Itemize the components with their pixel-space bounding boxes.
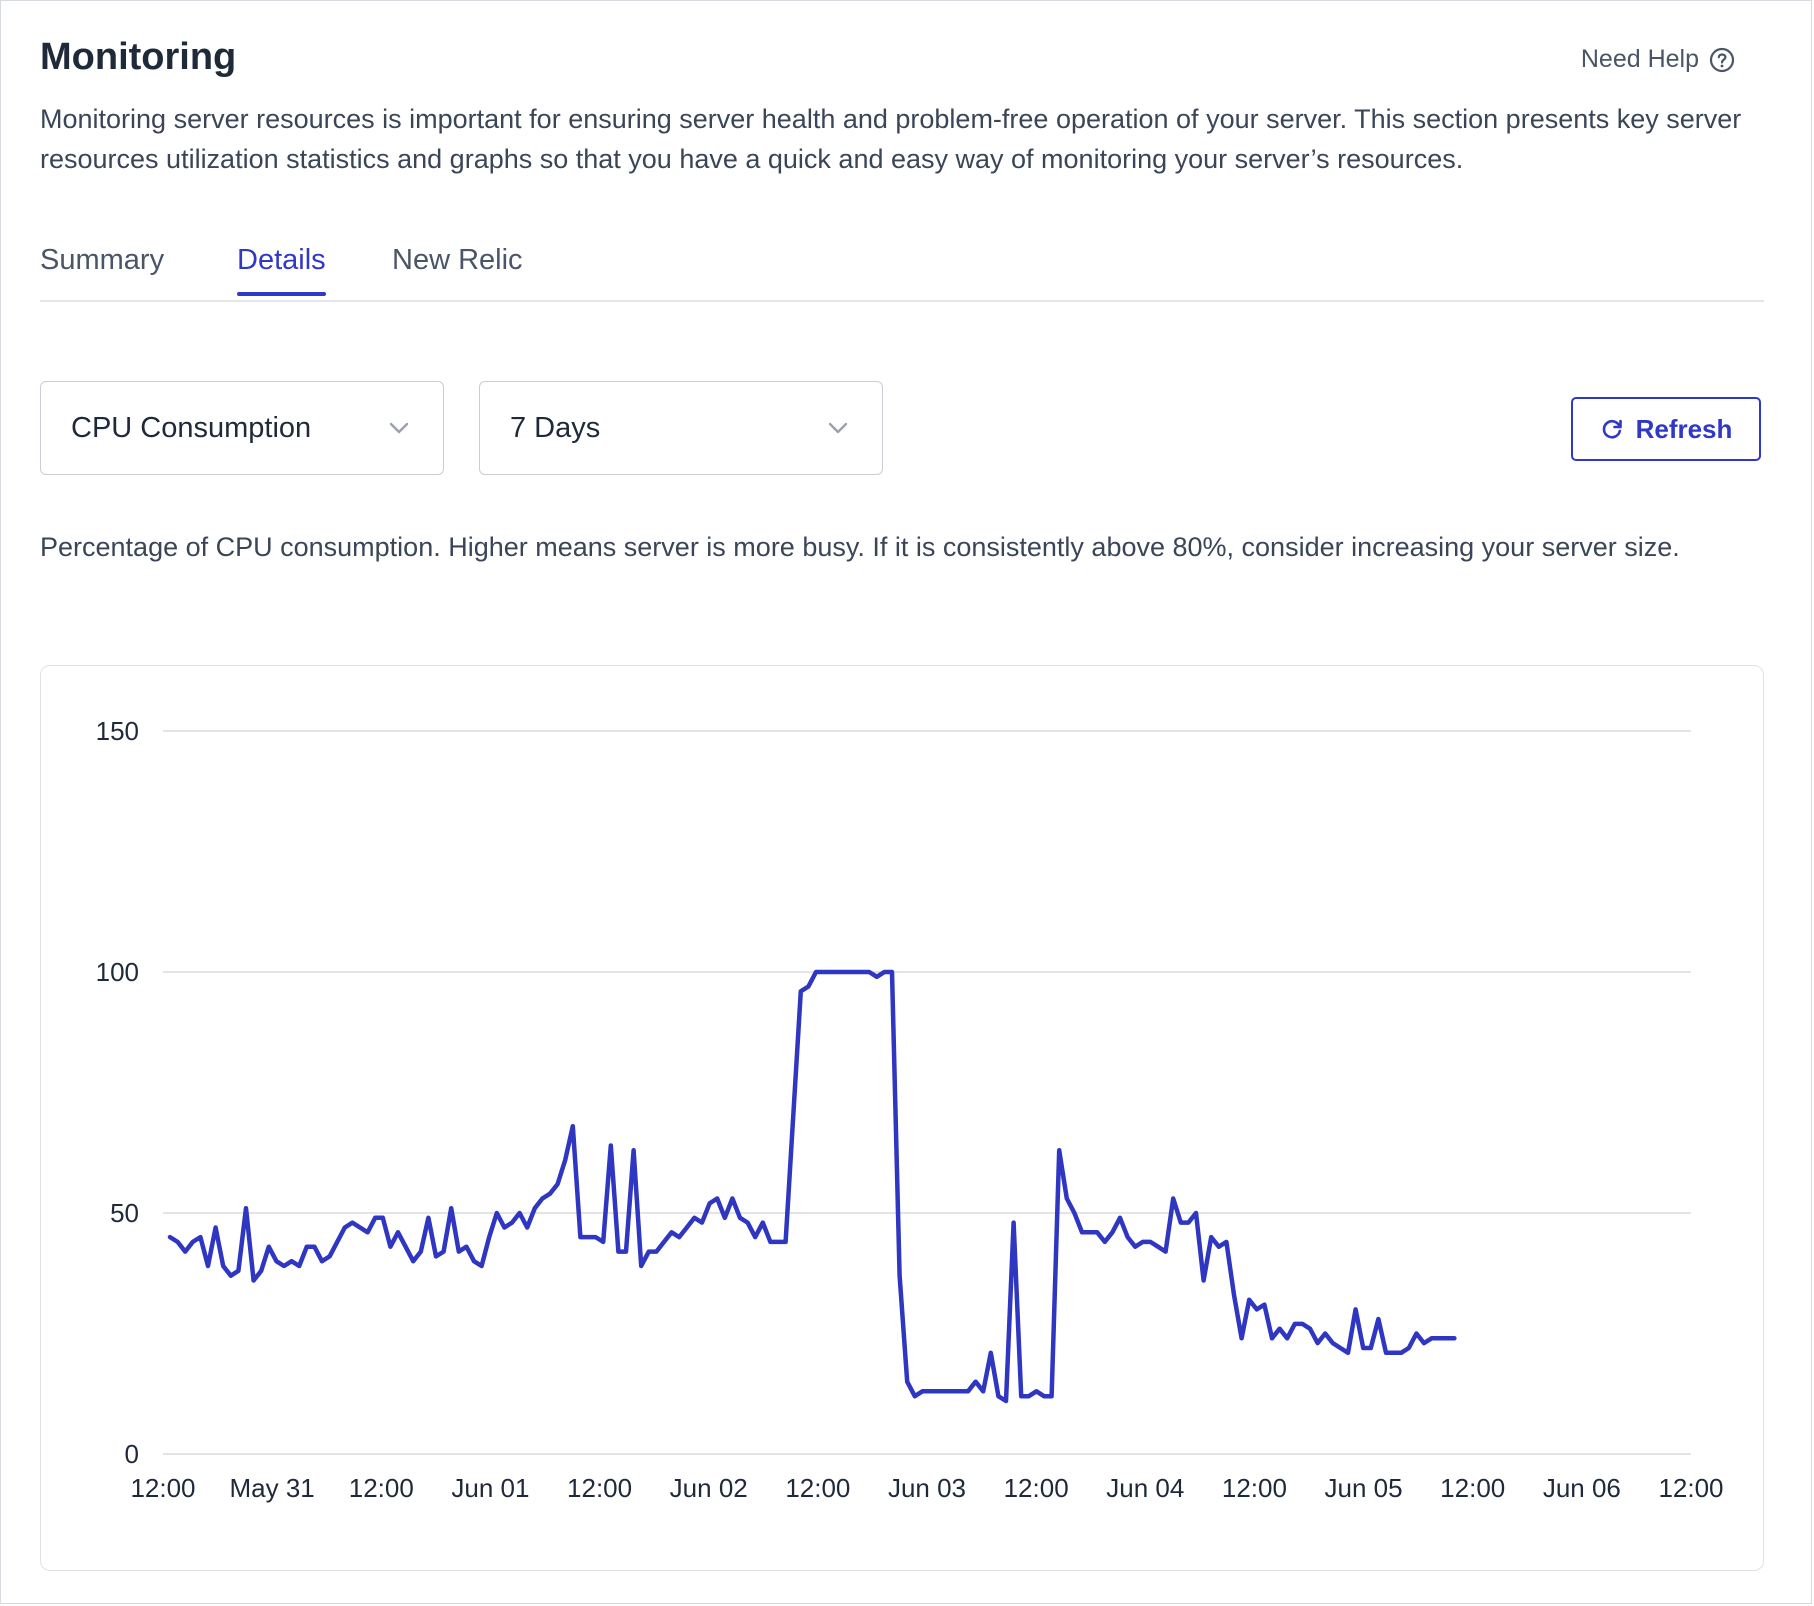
refresh-icon [1600,417,1624,441]
x-tick-label: 12:00 [1222,1473,1287,1503]
range-select[interactable]: 7 Days [479,381,883,475]
cpu-chart-card: 0 50 100 150 12:00 May 31 12:00 Jun 01 12:00 Jun … [40,665,1764,1571]
x-tick-label: 12:00 [567,1473,632,1503]
refresh-button[interactable]: Refresh [1571,397,1761,461]
chevron-down-icon [385,414,413,442]
y-tick-label: 150 [96,716,139,746]
page-title: Monitoring [40,36,237,78]
need-help-label: Need Help [1580,45,1699,73]
cpu-line-chart: 0 50 100 150 12:00 May 31 12:00 Jun 01 12:00 Jun … [96,716,1724,1503]
x-tick-label: 12:00 [349,1473,414,1503]
x-tick-label: Jun 02 [670,1473,748,1503]
page-description: Monitoring server resources is important… [40,104,1742,174]
x-tick-label: 12:00 [785,1473,850,1503]
chevron-down-icon [824,414,852,442]
x-tick-label: 12:00 [1658,1473,1723,1503]
y-tick-label: 0 [125,1439,139,1469]
tab-bar: Summary Details New Relic [40,236,1764,302]
x-tick-label: Jun 01 [451,1473,529,1503]
x-tick-label: Jun 06 [1543,1473,1621,1503]
x-tick-label: May 31 [230,1473,315,1503]
x-tick-label: 12:00 [130,1473,195,1503]
range-select-value: 7 Days [510,411,601,444]
metric-note: Percentage of CPU consumption. Higher me… [40,532,1680,562]
metric-select-value: CPU Consumption [71,411,312,444]
x-tick-label: Jun 04 [1106,1473,1184,1503]
cpu-series-line [167,969,1457,1404]
need-help-link[interactable]: Need Help [1581,45,1735,74]
y-tick-label: 100 [96,957,139,987]
x-tick-label: 12:00 [1440,1473,1505,1503]
tab-details[interactable]: Details [237,244,326,296]
x-tick-label: 12:00 [1004,1473,1069,1503]
tab-summary[interactable]: Summary [40,244,165,276]
x-tick-label: Jun 03 [888,1473,966,1503]
y-tick-label: 50 [110,1198,139,1228]
metric-select[interactable]: CPU Consumption [40,381,444,475]
question-circle-icon [1709,47,1735,73]
x-tick-label: Jun 05 [1325,1473,1403,1503]
refresh-label: Refresh [1635,413,1733,444]
tab-new-relic[interactable]: New Relic [392,244,523,276]
